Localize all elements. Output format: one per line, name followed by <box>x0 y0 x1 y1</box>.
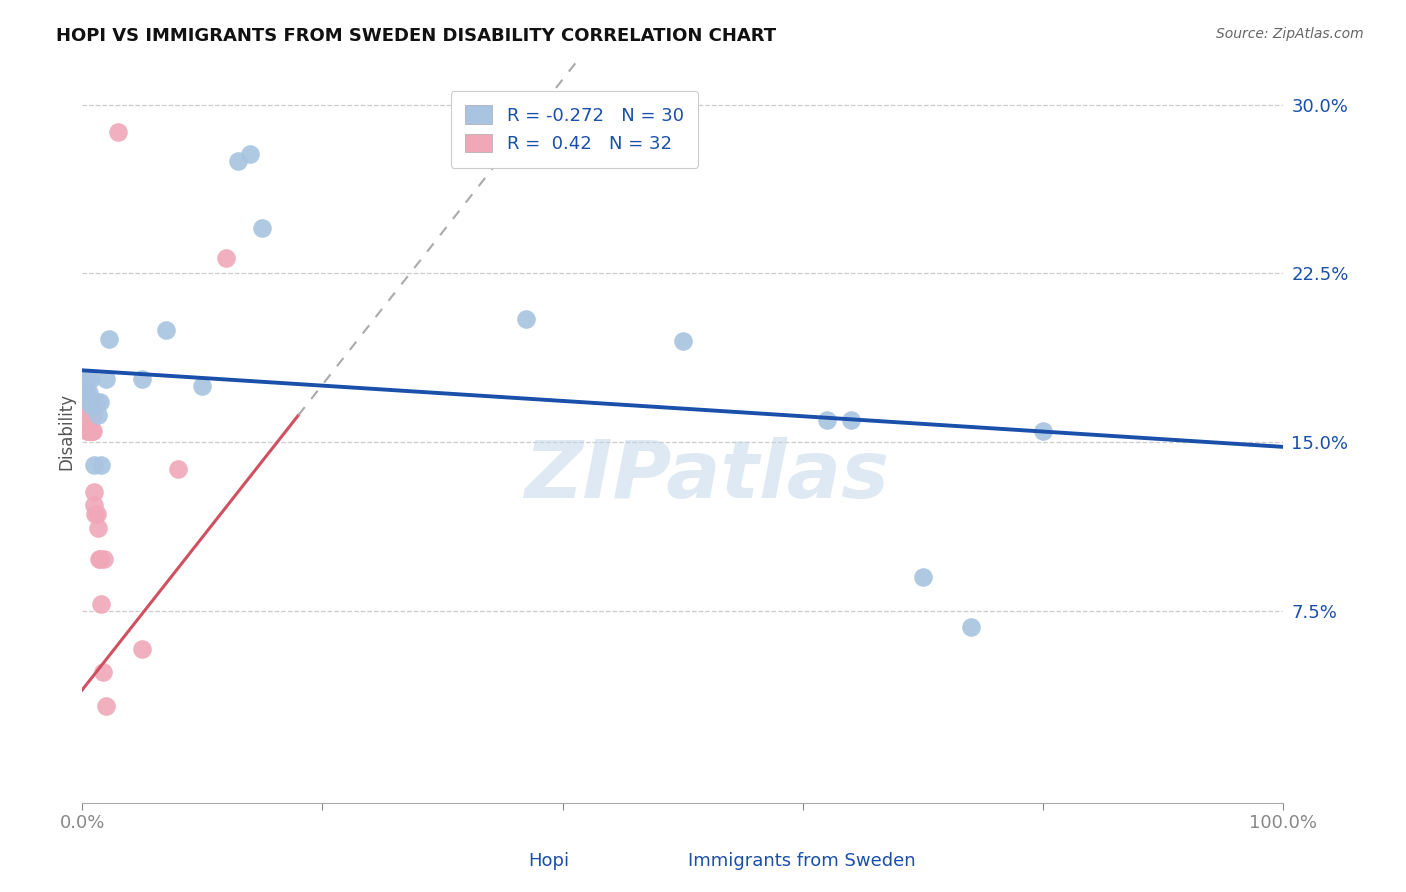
Point <box>79 409 101 423</box>
Point <box>91 665 114 679</box>
Point <box>80 424 103 438</box>
Point <box>155 323 177 337</box>
Point <box>76 385 98 400</box>
Point <box>1032 424 1054 438</box>
Point <box>107 125 129 139</box>
Point <box>77 372 100 386</box>
Point <box>226 153 249 168</box>
Point <box>80 400 103 414</box>
Text: Immigrants from Sweden: Immigrants from Sweden <box>688 852 915 870</box>
Point <box>79 409 101 423</box>
Point <box>97 332 120 346</box>
Point <box>90 598 112 612</box>
Point <box>76 372 98 386</box>
Point <box>89 552 111 566</box>
Point <box>77 394 100 409</box>
Point <box>911 570 934 584</box>
Point <box>84 508 107 522</box>
Point <box>80 394 103 409</box>
Legend: R = -0.272   N = 30, R =  0.42   N = 32: R = -0.272 N = 30, R = 0.42 N = 32 <box>451 91 699 168</box>
Point <box>167 462 190 476</box>
Point <box>73 394 96 409</box>
Point <box>75 409 97 423</box>
Point <box>82 424 104 438</box>
Point <box>75 394 97 409</box>
Point <box>131 372 153 386</box>
Point <box>839 413 862 427</box>
Point <box>72 379 94 393</box>
Point <box>87 521 110 535</box>
Text: Hopi: Hopi <box>527 852 569 870</box>
Point <box>82 409 104 423</box>
Text: Source: ZipAtlas.com: Source: ZipAtlas.com <box>1216 27 1364 41</box>
Point <box>79 385 101 400</box>
Point <box>672 334 695 348</box>
Point <box>82 400 104 414</box>
Point <box>79 394 101 409</box>
Point <box>86 508 108 522</box>
Point <box>83 499 105 513</box>
Point <box>94 698 117 713</box>
Y-axis label: Disability: Disability <box>58 392 75 470</box>
Point <box>252 221 274 235</box>
Text: HOPI VS IMMIGRANTS FROM SWEDEN DISABILITY CORRELATION CHART: HOPI VS IMMIGRANTS FROM SWEDEN DISABILIT… <box>56 27 776 45</box>
Point <box>83 458 105 472</box>
Point <box>94 372 117 386</box>
Point <box>90 458 112 472</box>
Point <box>77 424 100 438</box>
Point <box>86 394 108 409</box>
Point <box>76 409 98 423</box>
Point <box>79 424 101 438</box>
Point <box>73 379 96 393</box>
Point <box>515 311 537 326</box>
Point <box>131 642 153 657</box>
Point <box>79 424 101 438</box>
Point <box>73 379 96 393</box>
Point <box>960 620 983 634</box>
Point <box>93 552 115 566</box>
Point <box>83 484 105 499</box>
Point <box>215 251 238 265</box>
Point <box>239 147 262 161</box>
Text: ZIPatlas: ZIPatlas <box>524 437 889 515</box>
Point <box>191 379 214 393</box>
Point <box>815 413 838 427</box>
Point <box>87 409 110 423</box>
Point <box>79 372 101 386</box>
Point <box>87 552 110 566</box>
Point <box>76 424 98 438</box>
Point <box>89 394 111 409</box>
Point <box>80 394 103 409</box>
